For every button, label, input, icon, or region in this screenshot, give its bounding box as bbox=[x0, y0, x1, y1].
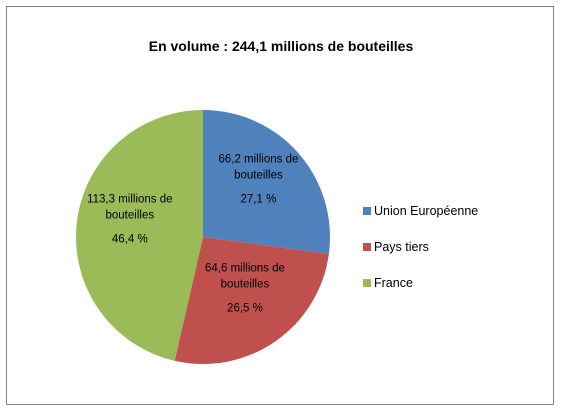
legend-item-france: France bbox=[363, 275, 478, 291]
data-label-france: 113,3 millions de bouteilles 46,4 % bbox=[87, 194, 172, 246]
legend: Union Européenne Pays tiers France bbox=[363, 203, 478, 311]
data-label-pays-tiers: 64,6 millions de bouteilles 26,5 % bbox=[205, 263, 285, 315]
legend-swatch-france bbox=[363, 279, 371, 287]
pie-slice-pays-tiers bbox=[174, 237, 329, 364]
legend-label-union-europeenne: Union Européenne bbox=[374, 204, 479, 218]
data-label-union-europeenne: 66,2 millions de bouteilles 27,1 % bbox=[218, 153, 298, 205]
legend-swatch-union-europeenne bbox=[363, 207, 371, 215]
legend-label-pays-tiers: Pays tiers bbox=[374, 240, 429, 254]
pie-slice-union-europeenne bbox=[203, 110, 330, 254]
pie-chart: 66,2 millions de bouteilles 27,1 % 64,6 mil… bbox=[75, 110, 330, 364]
legend-item-union-europeenne: Union Européenne bbox=[363, 203, 478, 219]
pie-slice-france bbox=[75, 110, 203, 361]
chart-title: En volume : 244,1 millions de bouteilles bbox=[148, 38, 414, 54]
chart-area: En volume : 244,1 millions de bouteilles… bbox=[6, 6, 554, 405]
legend-swatch-pays-tiers bbox=[363, 243, 371, 251]
legend-item-pays-tiers: Pays tiers bbox=[363, 239, 478, 255]
legend-label-france: France bbox=[374, 276, 413, 290]
